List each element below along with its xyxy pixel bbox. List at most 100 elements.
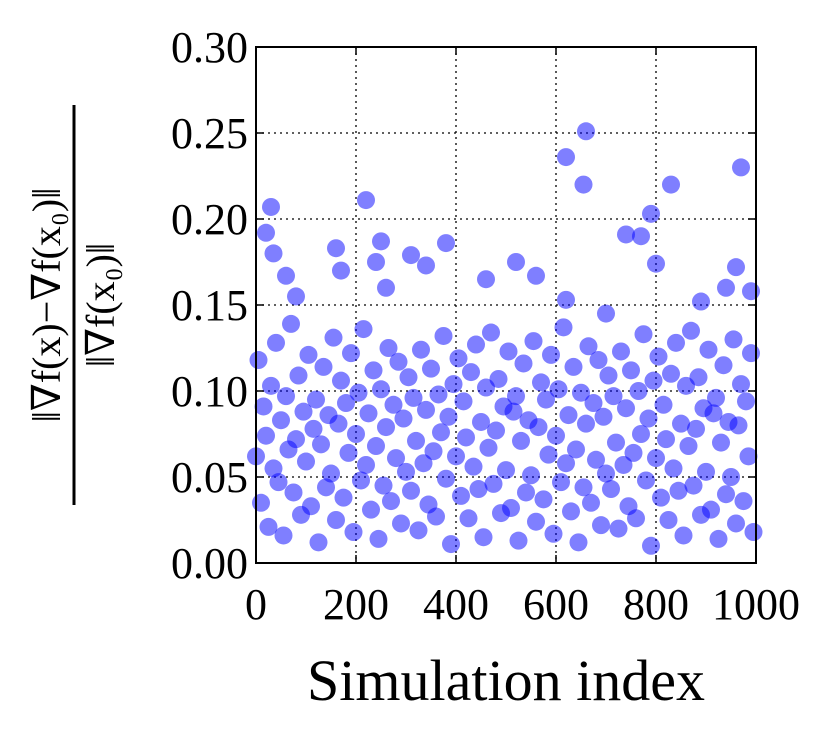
point — [274, 526, 293, 545]
point — [547, 426, 565, 445]
point — [724, 330, 743, 349]
point — [287, 430, 305, 449]
point — [359, 404, 378, 423]
point — [624, 443, 643, 462]
point — [629, 382, 648, 400]
point — [254, 397, 273, 416]
point — [499, 342, 518, 361]
point — [432, 423, 450, 442]
point — [684, 476, 703, 495]
point — [417, 256, 435, 275]
point — [707, 388, 725, 407]
point — [574, 175, 593, 194]
point — [507, 253, 525, 271]
point — [377, 278, 395, 297]
point — [384, 395, 403, 414]
point — [652, 488, 670, 507]
point — [612, 342, 630, 361]
point — [272, 411, 290, 430]
point — [734, 492, 753, 511]
point — [504, 402, 523, 421]
point — [729, 416, 748, 435]
y-tick-label: 0.00 — [171, 539, 248, 588]
point — [299, 345, 318, 364]
point — [662, 175, 680, 194]
point — [522, 466, 540, 485]
point — [647, 449, 665, 468]
point — [642, 536, 660, 555]
point — [412, 340, 430, 359]
point — [732, 375, 750, 394]
point — [697, 462, 715, 481]
point — [264, 459, 283, 478]
point — [357, 191, 375, 210]
point — [527, 512, 545, 531]
point — [557, 290, 575, 309]
point — [644, 371, 663, 390]
point — [277, 387, 295, 406]
point — [674, 526, 693, 545]
plot-frame — [255, 46, 757, 564]
point — [454, 392, 473, 411]
point — [549, 380, 568, 399]
point — [627, 509, 645, 528]
point — [302, 497, 320, 516]
point — [682, 321, 700, 340]
point — [472, 412, 490, 431]
point — [532, 373, 550, 392]
point — [372, 232, 390, 251]
point — [344, 523, 363, 542]
point — [327, 239, 345, 258]
point — [264, 244, 283, 263]
point — [489, 369, 508, 388]
point — [609, 519, 628, 538]
point — [602, 480, 620, 499]
point — [379, 339, 398, 357]
point — [487, 421, 505, 440]
point — [537, 390, 555, 409]
point — [559, 406, 578, 425]
point — [402, 481, 420, 500]
point — [587, 450, 605, 469]
point — [557, 148, 575, 167]
point — [702, 500, 720, 519]
point — [437, 469, 455, 488]
point — [267, 333, 285, 352]
point — [577, 414, 595, 433]
point — [742, 344, 760, 363]
point — [744, 523, 763, 542]
y-tick-label: 0.05 — [171, 453, 248, 502]
point — [394, 409, 413, 428]
point — [427, 507, 445, 526]
point — [392, 514, 410, 533]
point — [327, 511, 345, 529]
point — [357, 455, 375, 474]
point — [314, 357, 333, 376]
point — [474, 528, 493, 547]
point — [714, 356, 733, 375]
y-tick-label: 0.25 — [171, 109, 248, 158]
point — [692, 292, 710, 311]
point — [517, 483, 535, 502]
point — [399, 368, 418, 387]
point — [614, 455, 633, 474]
point — [727, 258, 745, 277]
point — [252, 493, 270, 512]
x-tick-label: 0 — [245, 580, 267, 629]
point — [462, 363, 480, 382]
point — [617, 399, 635, 418]
point — [739, 447, 758, 466]
point — [469, 480, 488, 499]
point — [594, 407, 613, 426]
point — [312, 435, 330, 454]
point — [564, 357, 583, 376]
point — [717, 485, 735, 504]
point — [364, 361, 383, 380]
point — [369, 529, 388, 548]
point — [642, 204, 660, 223]
point — [377, 418, 395, 437]
point — [429, 385, 448, 404]
point — [249, 351, 268, 370]
x-tick-label: 800 — [623, 580, 689, 629]
point — [679, 437, 698, 456]
